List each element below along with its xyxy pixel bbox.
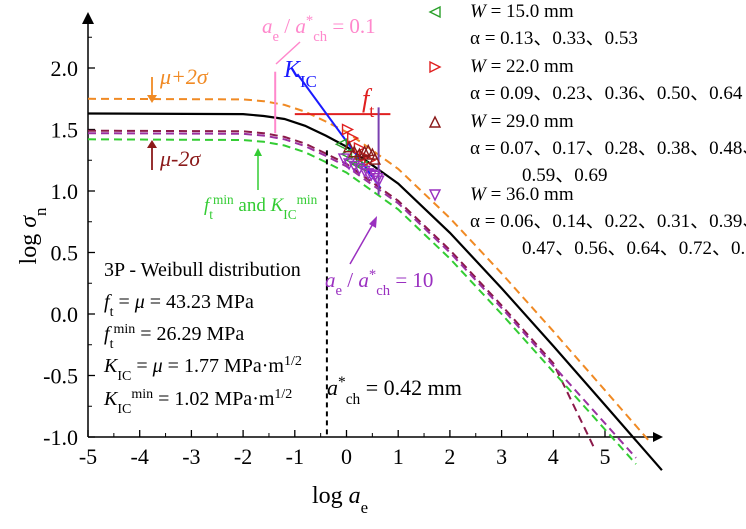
legend-alpha-W36: α = 0.06、0.14、0.22、0.31、0.39、	[470, 211, 746, 232]
curve-lower-purple	[87, 132, 637, 459]
point-W29	[368, 152, 382, 165]
point-W36	[348, 160, 361, 173]
x-tick-label: 1	[393, 444, 404, 469]
legend-label-W15: W = 15.0 mm	[470, 1, 574, 22]
legend-marker-W29	[428, 115, 442, 128]
annotation-ae-high-arrow	[349, 221, 375, 265]
annotation-ach: a*ch = 0.42 mm	[327, 374, 462, 408]
x-tick-label: 3	[496, 444, 507, 469]
point-W36	[353, 163, 366, 176]
y-tick-label: 1.5	[51, 118, 79, 143]
annotation-ft-eq: ft = μ = 43.23 MPa	[104, 291, 254, 320]
point-W29	[342, 140, 356, 153]
point-W15	[334, 138, 348, 151]
annotation-kic-eq: KIC = μ = 1.77 MPa·m1/2	[103, 354, 302, 384]
annotation-ae-high-arrowhead	[369, 216, 377, 228]
annotation-ae-low-arrow	[275, 41, 301, 65]
point-W22	[364, 154, 377, 167]
curves	[87, 71, 663, 471]
point-W29	[348, 145, 361, 158]
x-axis-arrow	[653, 432, 663, 442]
y-tick-label: 0.5	[51, 241, 79, 266]
x-tick-label: 5	[600, 444, 611, 469]
legend: W = 15.0 mm α = 0.13、0.33、0.53 W = 22.0 mm…	[428, 1, 746, 259]
annotation-mu-plus-arrowhead	[147, 95, 157, 103]
x-tick-label: 4	[548, 444, 559, 469]
annotation-kicmin-eq: KICmin = 1.02 MPa·m1/2	[103, 387, 292, 417]
legend-label-W22: W = 22.0 mm	[470, 56, 574, 77]
y-tick-label: -1.0	[43, 425, 78, 450]
annotation-kic: KIC	[283, 57, 317, 91]
x-tick-label: -3	[182, 444, 200, 469]
legend-alpha2-W29: 0.59、0.69	[522, 165, 608, 186]
legend-marker-W22	[429, 60, 442, 74]
annotation-ae-low: ae / a*ch = 0.1	[262, 13, 376, 45]
annotation-ae-high: ae / a*ch = 10	[325, 267, 433, 299]
y-axis-title: log σn	[16, 207, 50, 265]
x-tick-label: 0	[341, 444, 352, 469]
curve-upper	[87, 97, 650, 442]
y-tick-label: 1.0	[51, 179, 79, 204]
legend-alpha2-W36: 0.47、0.56、0.64、0.72、0.81	[522, 238, 746, 259]
annotation-dist-title: 3P - Weibull distribution	[104, 259, 301, 281]
curve-lower-green	[87, 138, 637, 465]
legend-marker-W36	[428, 189, 442, 202]
scatter-points	[334, 123, 385, 188]
point-W36	[372, 175, 385, 188]
x-tick-label: 2	[444, 444, 455, 469]
point-W22	[341, 123, 355, 136]
legend-alpha-W22: α = 0.09、0.23、0.36、0.50、0.64	[470, 83, 743, 104]
legend-alpha-W29: α = 0.07、0.17、0.28、0.38、0.48、	[470, 138, 746, 159]
point-W29	[358, 145, 371, 158]
point-W36	[342, 158, 356, 171]
y-tick-label: 2.0	[51, 56, 79, 81]
legend-label-W36: W = 36.0 mm	[470, 184, 574, 205]
y-tick-label: -0.5	[43, 364, 78, 389]
x-tick-label: -1	[286, 444, 304, 469]
annotation-ftmin-arrowhead	[254, 148, 262, 156]
legend-marker-W15	[428, 5, 441, 19]
annotation-ftmin-eq: ftmin = 26.29 MPa	[104, 322, 244, 352]
point-W22	[347, 131, 360, 145]
legend-alpha-W15: α = 0.13、0.33、0.53	[470, 28, 638, 49]
annotation-mu-minus-arrowhead	[147, 140, 157, 148]
x-tick-label: -4	[131, 444, 149, 469]
annotation-mu-plus: μ+2σ	[159, 64, 209, 89]
y-tick-label: 0.0	[51, 302, 79, 327]
annotation-ft: ft	[362, 84, 374, 121]
point-W29	[362, 143, 375, 157]
x-axis-title: log ae	[312, 483, 368, 517]
annotation-ftmin-kicmin: ftmin and KICmin	[204, 192, 318, 222]
annotation-mu-minus: μ-2σ	[159, 146, 201, 171]
x-tick-label: -5	[79, 444, 97, 469]
legend-label-W29: W = 29.0 mm	[470, 111, 574, 132]
point-W29	[353, 147, 366, 160]
x-tick-label: -2	[234, 444, 252, 469]
axes: -5 -4 -3 -2 -1 0 1 2 3 4 5 -1.0 -0.5 0.0 0.5 1.0 1.5 2.0 l…	[16, 12, 663, 517]
